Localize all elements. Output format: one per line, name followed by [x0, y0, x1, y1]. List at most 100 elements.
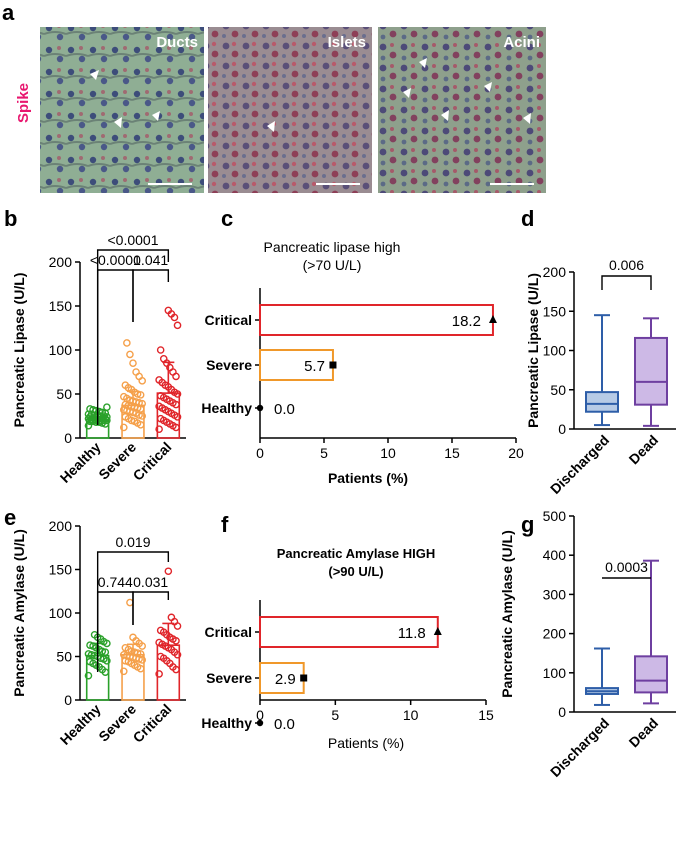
y-tick-label: 100 — [543, 343, 567, 359]
x-tick-label: 15 — [444, 445, 460, 461]
chart-title: Pancreatic lipase high — [264, 239, 401, 255]
data-point — [121, 644, 130, 652]
y-tick-label: 0 — [64, 430, 72, 446]
data-point — [155, 670, 163, 678]
triangle-marker — [488, 315, 497, 323]
data-point — [119, 667, 128, 676]
micrograph-islets: Islets — [208, 27, 372, 193]
data-point — [156, 652, 165, 661]
tile-label-acini: Acini — [503, 34, 540, 51]
x-axis-label: Patients (%) — [328, 470, 408, 486]
y-tick-label: 200 — [49, 254, 73, 270]
p-value-label: 0.041 — [133, 252, 168, 268]
data-point — [155, 638, 163, 647]
p-value-label: 0.019 — [115, 534, 150, 550]
triangle-marker — [433, 627, 442, 635]
x-tick-label: 20 — [508, 445, 524, 461]
y-tick-label: 50 — [550, 382, 566, 398]
arrowhead-marker — [523, 113, 531, 124]
x-tick-label: Critical — [130, 439, 175, 484]
box — [634, 655, 668, 694]
box — [585, 391, 619, 413]
y-tick-label: 400 — [543, 547, 567, 563]
arrowhead-marker — [152, 111, 160, 121]
x-tick-label: 10 — [403, 707, 419, 723]
p-value-label: <0.0001 — [108, 232, 159, 248]
data-point — [121, 381, 130, 390]
significance-bracket — [132, 269, 170, 322]
y-tick-label: Severe — [206, 670, 252, 686]
chart-title: Pancreatic Amylase HIGH — [277, 546, 435, 561]
circle-marker — [256, 719, 264, 727]
circle-marker — [256, 404, 264, 412]
y-tick-label: 100 — [49, 342, 73, 358]
data-point — [84, 671, 93, 680]
panel-g: g 0 100 200 300 400 500 Pancreatic Amylase (U/L… — [499, 508, 676, 780]
panel-letter-e: e — [4, 505, 16, 530]
data-point — [103, 403, 111, 412]
data-point — [164, 306, 173, 315]
p-value-label: <0.0001 — [90, 252, 141, 268]
p-value-label: 0.006 — [609, 257, 644, 273]
y-tick-label: Healthy — [201, 715, 252, 731]
data-point — [156, 346, 165, 354]
data-point — [84, 650, 93, 658]
y-tick-label: 150 — [543, 303, 567, 319]
y-axis-label: Pancreatic Amylase (U/L) — [11, 529, 27, 697]
data-point — [155, 425, 163, 434]
y-tick-label: 150 — [49, 562, 73, 578]
y-tick-label: 50 — [56, 386, 72, 402]
panel-letter-d: d — [521, 206, 534, 231]
y-tick-label: 100 — [543, 665, 567, 681]
x-axis-label: Patients (%) — [328, 735, 404, 751]
panel-letter-g: g — [521, 512, 534, 537]
arrowhead-marker — [114, 117, 122, 128]
y-axis-label: Pancreatic Amylase (U/L) — [499, 530, 515, 698]
significance-bracket — [601, 275, 652, 290]
data-label: 5.7 — [304, 358, 325, 375]
y-tick-label: 150 — [49, 298, 73, 314]
panel-letter-a: a — [2, 0, 15, 25]
data-point — [119, 650, 128, 659]
y-tick-label: 100 — [49, 605, 73, 621]
y-axis-label: Pancreatic Lipase (U/L) — [525, 273, 541, 428]
panel-f: f Pancreatic Amylase HIGH (>90 U/L) 0 5 10 15 P… — [201, 512, 494, 751]
y-tick-label: Severe — [206, 357, 252, 373]
arrowhead-marker — [484, 82, 492, 92]
p-value-label: 0.031 — [133, 574, 168, 590]
data-label: 18.2 — [452, 313, 481, 330]
data-point — [123, 339, 131, 347]
panel-c: c Pancreatic lipase high (>70 U/L) 0 5 10 15 20… — [201, 206, 524, 486]
data-point — [155, 376, 163, 384]
arrowhead-marker — [441, 110, 449, 121]
y-tick-label: 200 — [543, 626, 567, 642]
y-tick-label: 0 — [558, 421, 566, 437]
data-label: 2.9 — [275, 671, 296, 688]
chart-subtitle: (>70 U/L) — [303, 257, 362, 273]
micrograph-ducts: Ducts — [40, 27, 204, 193]
y-tick-label: 300 — [543, 586, 567, 602]
data-point — [86, 657, 94, 666]
data-point — [119, 423, 128, 432]
panel-letter-c: c — [221, 206, 233, 231]
stain-label: Spike — [15, 83, 32, 123]
y-tick-label: 0 — [558, 704, 566, 720]
data-label: 11.8 — [398, 625, 426, 642]
data-point — [129, 633, 137, 642]
data-point — [129, 359, 137, 368]
p-value-label: 0.0003 — [605, 559, 648, 575]
data-point — [156, 626, 165, 635]
y-tick-label: 50 — [56, 649, 72, 665]
data-point — [86, 641, 94, 649]
x-tick-label: 15 — [478, 707, 494, 723]
x-tick-label: 10 — [380, 445, 396, 461]
data-point — [156, 414, 165, 423]
data-point — [126, 350, 134, 359]
data-point — [164, 567, 173, 576]
data-point — [119, 392, 128, 401]
y-tick-label: 0 — [64, 692, 72, 708]
arrowhead-marker — [90, 70, 99, 80]
